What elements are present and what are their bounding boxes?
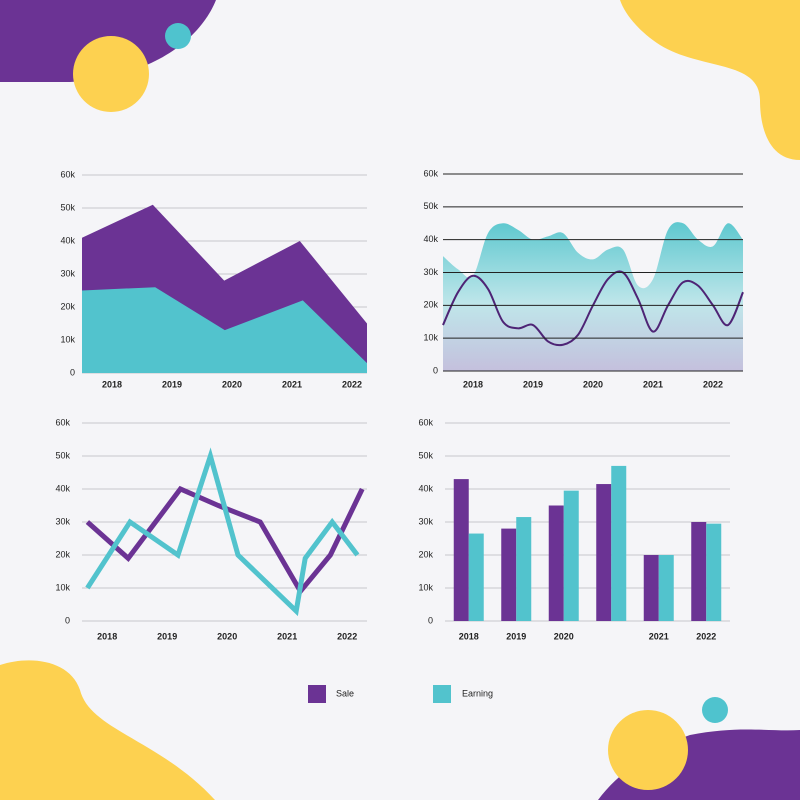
bar xyxy=(453,479,469,621)
area xyxy=(443,222,743,371)
x-tick-label: 2019 xyxy=(162,379,182,389)
bar xyxy=(563,490,579,621)
line xyxy=(85,447,360,617)
x-tick-label: 2018 xyxy=(463,379,483,389)
x-tick-label: 2018 xyxy=(97,631,117,641)
x-tick-label: 2020 xyxy=(222,379,242,389)
line xyxy=(85,485,365,596)
y-tick-label: 50k xyxy=(418,450,433,460)
x-tick-label: 2021 xyxy=(282,379,302,389)
x-tick-label: 2018 xyxy=(102,379,122,389)
y-tick-label: 20k xyxy=(423,300,438,310)
x-tick-label: 2022 xyxy=(342,379,362,389)
circle xyxy=(165,23,191,49)
x-tick-label: 2019 xyxy=(157,631,177,641)
y-tick-label: 0 xyxy=(65,615,70,625)
y-tick-label: 50k xyxy=(55,450,70,460)
x-tick-label: 2020 xyxy=(554,631,574,641)
bar xyxy=(596,484,612,621)
bar xyxy=(611,465,627,621)
y-tick-label: 40k xyxy=(60,235,75,245)
y-tick-label: 40k xyxy=(418,483,433,493)
legend-swatch xyxy=(433,685,451,703)
legend-swatch xyxy=(308,685,326,703)
x-tick-label: 2019 xyxy=(523,379,543,389)
legend-label: Earning xyxy=(462,688,493,698)
y-tick-label: 30k xyxy=(55,516,70,526)
y-tick-label: 10k xyxy=(423,333,438,343)
bar xyxy=(658,555,674,621)
blob xyxy=(620,0,800,160)
x-tick-label: 2021 xyxy=(277,631,297,641)
bar xyxy=(706,523,722,621)
x-tick-label: 2020 xyxy=(583,379,603,389)
blob xyxy=(0,660,215,800)
y-tick-label: 10k xyxy=(55,582,70,592)
y-tick-label: 60k xyxy=(423,168,438,178)
circle xyxy=(73,36,149,112)
y-tick-label: 20k xyxy=(60,301,75,311)
y-tick-label: 10k xyxy=(60,334,75,344)
bar xyxy=(691,522,707,621)
y-tick-label: 0 xyxy=(428,615,433,625)
y-tick-label: 30k xyxy=(60,268,75,278)
y-tick-label: 30k xyxy=(418,516,433,526)
legend-label: Sale xyxy=(336,688,354,698)
y-tick-label: 40k xyxy=(55,483,70,493)
x-tick-label: 2019 xyxy=(506,631,526,641)
y-tick-label: 30k xyxy=(423,267,438,277)
y-tick-label: 20k xyxy=(55,549,70,559)
bar xyxy=(468,533,484,621)
x-tick-label: 2022 xyxy=(337,631,357,641)
bar xyxy=(643,555,659,621)
y-tick-label: 60k xyxy=(60,169,75,179)
bar xyxy=(501,528,517,621)
x-tick-label: 2018 xyxy=(459,631,479,641)
y-tick-label: 40k xyxy=(423,234,438,244)
circle xyxy=(702,697,728,723)
x-tick-label: 2021 xyxy=(643,379,663,389)
y-tick-label: 50k xyxy=(423,201,438,211)
y-tick-label: 50k xyxy=(60,202,75,212)
y-tick-label: 60k xyxy=(55,417,70,427)
y-tick-label: 20k xyxy=(418,549,433,559)
x-tick-label: 2022 xyxy=(703,379,723,389)
circle xyxy=(608,710,688,790)
area xyxy=(82,287,367,373)
y-tick-label: 0 xyxy=(70,367,75,377)
x-tick-label: 2021 xyxy=(649,631,669,641)
y-tick-label: 0 xyxy=(433,365,438,375)
y-tick-label: 10k xyxy=(418,582,433,592)
bar xyxy=(548,505,564,621)
x-tick-label: 2020 xyxy=(217,631,237,641)
bar xyxy=(516,517,532,621)
x-tick-label: 2022 xyxy=(696,631,716,641)
y-tick-label: 60k xyxy=(418,417,433,427)
